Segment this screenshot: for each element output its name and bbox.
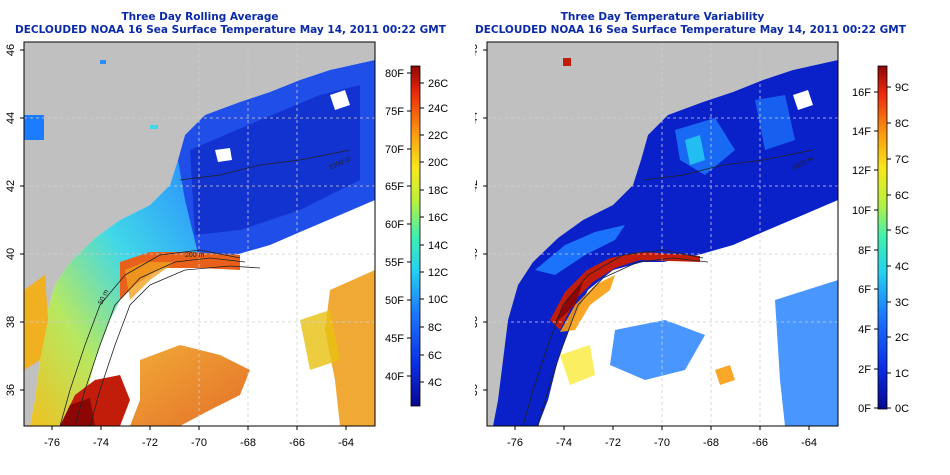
left-cb-c-26: 26C (428, 78, 448, 90)
right-title: Three Day Temperature Variability DECLOU… (475, 11, 906, 37)
left-cb-f-50: 50F (385, 295, 404, 307)
left-cb-c-22: 22C (428, 130, 448, 142)
left-colorbar-ticks (407, 72, 424, 383)
right-cb-c-1: 1C (895, 368, 909, 380)
right-gridlines (487, 42, 838, 426)
left-x-tick-72: -72 (142, 437, 158, 449)
right-cb-f-8: 8F (858, 245, 871, 257)
right-y-tick-44: 44 (475, 112, 480, 124)
left-land (24, 42, 375, 426)
left-cb-c-6: 6C (428, 350, 442, 362)
left-cb-c-10: 10C (428, 294, 448, 306)
right-cb-f-10: 10F (852, 205, 871, 217)
left-x-tick-64: -64 (338, 437, 354, 449)
right-high-variability-band (550, 252, 700, 330)
right-land (487, 42, 838, 426)
right-x-tick-64: -64 (801, 437, 817, 449)
right-cb-f-4: 4F (858, 324, 871, 336)
left-y-tick-36: 36 (5, 384, 17, 396)
right-cb-f-16: 16F (852, 87, 871, 99)
left-cb-f-75: 75F (385, 106, 404, 118)
left-contours (59, 149, 351, 427)
right-y-tick-46: 46 (475, 44, 480, 56)
right-cb-c-3: 3C (895, 297, 909, 309)
right-y-tick-40: 40 (475, 248, 480, 260)
left-contour-label-200m: 200 m (185, 252, 205, 259)
right-cb-c-8: 8C (895, 118, 909, 130)
right-x-tick-68: -68 (703, 437, 719, 449)
left-y-tick-46: 46 (5, 44, 17, 56)
left-y-axis (20, 49, 24, 391)
right-x-axis (514, 426, 810, 430)
left-cb-f-80: 80F (385, 68, 404, 80)
left-cb-c-24: 24C (428, 103, 448, 115)
right-cb-c-9: 9C (895, 82, 909, 94)
right-cb-f-14: 14F (852, 126, 871, 138)
right-title-line1: Three Day Temperature Variability (560, 11, 765, 23)
left-title: Three Day Rolling Average DECLOUDED NOAA… (15, 11, 446, 37)
left-gridlines (24, 42, 375, 426)
right-colorbar-ticks (874, 86, 891, 409)
left-x-axis (51, 426, 347, 430)
left-cb-f-65: 65F (385, 181, 404, 193)
right-cb-f-12: 12F (852, 165, 871, 177)
right-x-tick-72: -72 (605, 437, 621, 449)
left-cb-f-40: 40F (385, 371, 404, 383)
right-y-tick-38: 38 (475, 316, 480, 328)
right-x-tick-74: -74 (556, 437, 572, 449)
left-y-tick-40: 40 (5, 248, 17, 260)
left-title-line2: DECLOUDED NOAA 16 Sea Surface Temperatur… (15, 24, 446, 36)
right-y-axis (483, 49, 487, 391)
left-x-tick-76: -76 (44, 437, 60, 449)
right-x-tick-76: -76 (507, 437, 523, 449)
left-title-line1: Three Day Rolling Average (121, 11, 279, 23)
left-cb-c-12: 12C (428, 267, 448, 279)
right-contours (522, 149, 814, 427)
right-x-tick-70: -70 (654, 437, 670, 449)
right-cb-c-2: 2C (895, 332, 909, 344)
left-map-panel: 50 m 200 m 1000 m 46 44 42 40 38 36 -76 … (5, 41, 448, 449)
left-cb-f-60: 60F (385, 219, 404, 231)
left-cb-f-70: 70F (385, 144, 404, 156)
right-cb-c-6: 6C (895, 190, 909, 202)
left-x-tick-66: -66 (289, 437, 305, 449)
left-x-tick-68: -68 (240, 437, 256, 449)
right-cb-f-2: 2F (858, 364, 871, 376)
left-cb-f-55: 55F (385, 257, 404, 269)
left-y-tick-38: 38 (5, 316, 17, 328)
right-colorbar (877, 65, 888, 410)
left-cb-c-14: 14C (428, 240, 448, 252)
right-cb-c-7: 7C (895, 154, 909, 166)
left-x-tick-74: -74 (93, 437, 109, 449)
left-y-tick-44: 44 (5, 112, 17, 124)
right-x-tick-66: -66 (752, 437, 768, 449)
right-y-tick-36: 36 (475, 384, 480, 396)
left-cb-f-45: 45F (385, 333, 404, 345)
left-y-tick-42: 42 (5, 180, 17, 192)
right-cb-f-0: 0F (858, 403, 871, 415)
right-cb-f-6: 6F (858, 284, 871, 296)
left-shelf-water (30, 160, 200, 426)
left-cb-c-8: 8C (428, 322, 442, 334)
right-map-panel: 1000 m 46 44 42 40 38 36 -76 -74 -72 -70… (475, 41, 909, 449)
right-title-line2: DECLOUDED NOAA 16 Sea Surface Temperatur… (475, 24, 906, 36)
right-cb-c-4: 4C (895, 261, 909, 273)
left-colorbar (410, 65, 421, 407)
left-cb-c-18: 18C (428, 185, 448, 197)
right-cb-c-5: 5C (895, 225, 909, 237)
right-cb-c-0: 0C (895, 403, 909, 415)
left-cb-c-16: 16C (428, 212, 448, 224)
left-cb-c-4: 4C (428, 377, 442, 389)
left-x-tick-70: -70 (191, 437, 207, 449)
left-cb-c-20: 20C (428, 157, 448, 169)
right-y-tick-42: 42 (475, 180, 480, 192)
